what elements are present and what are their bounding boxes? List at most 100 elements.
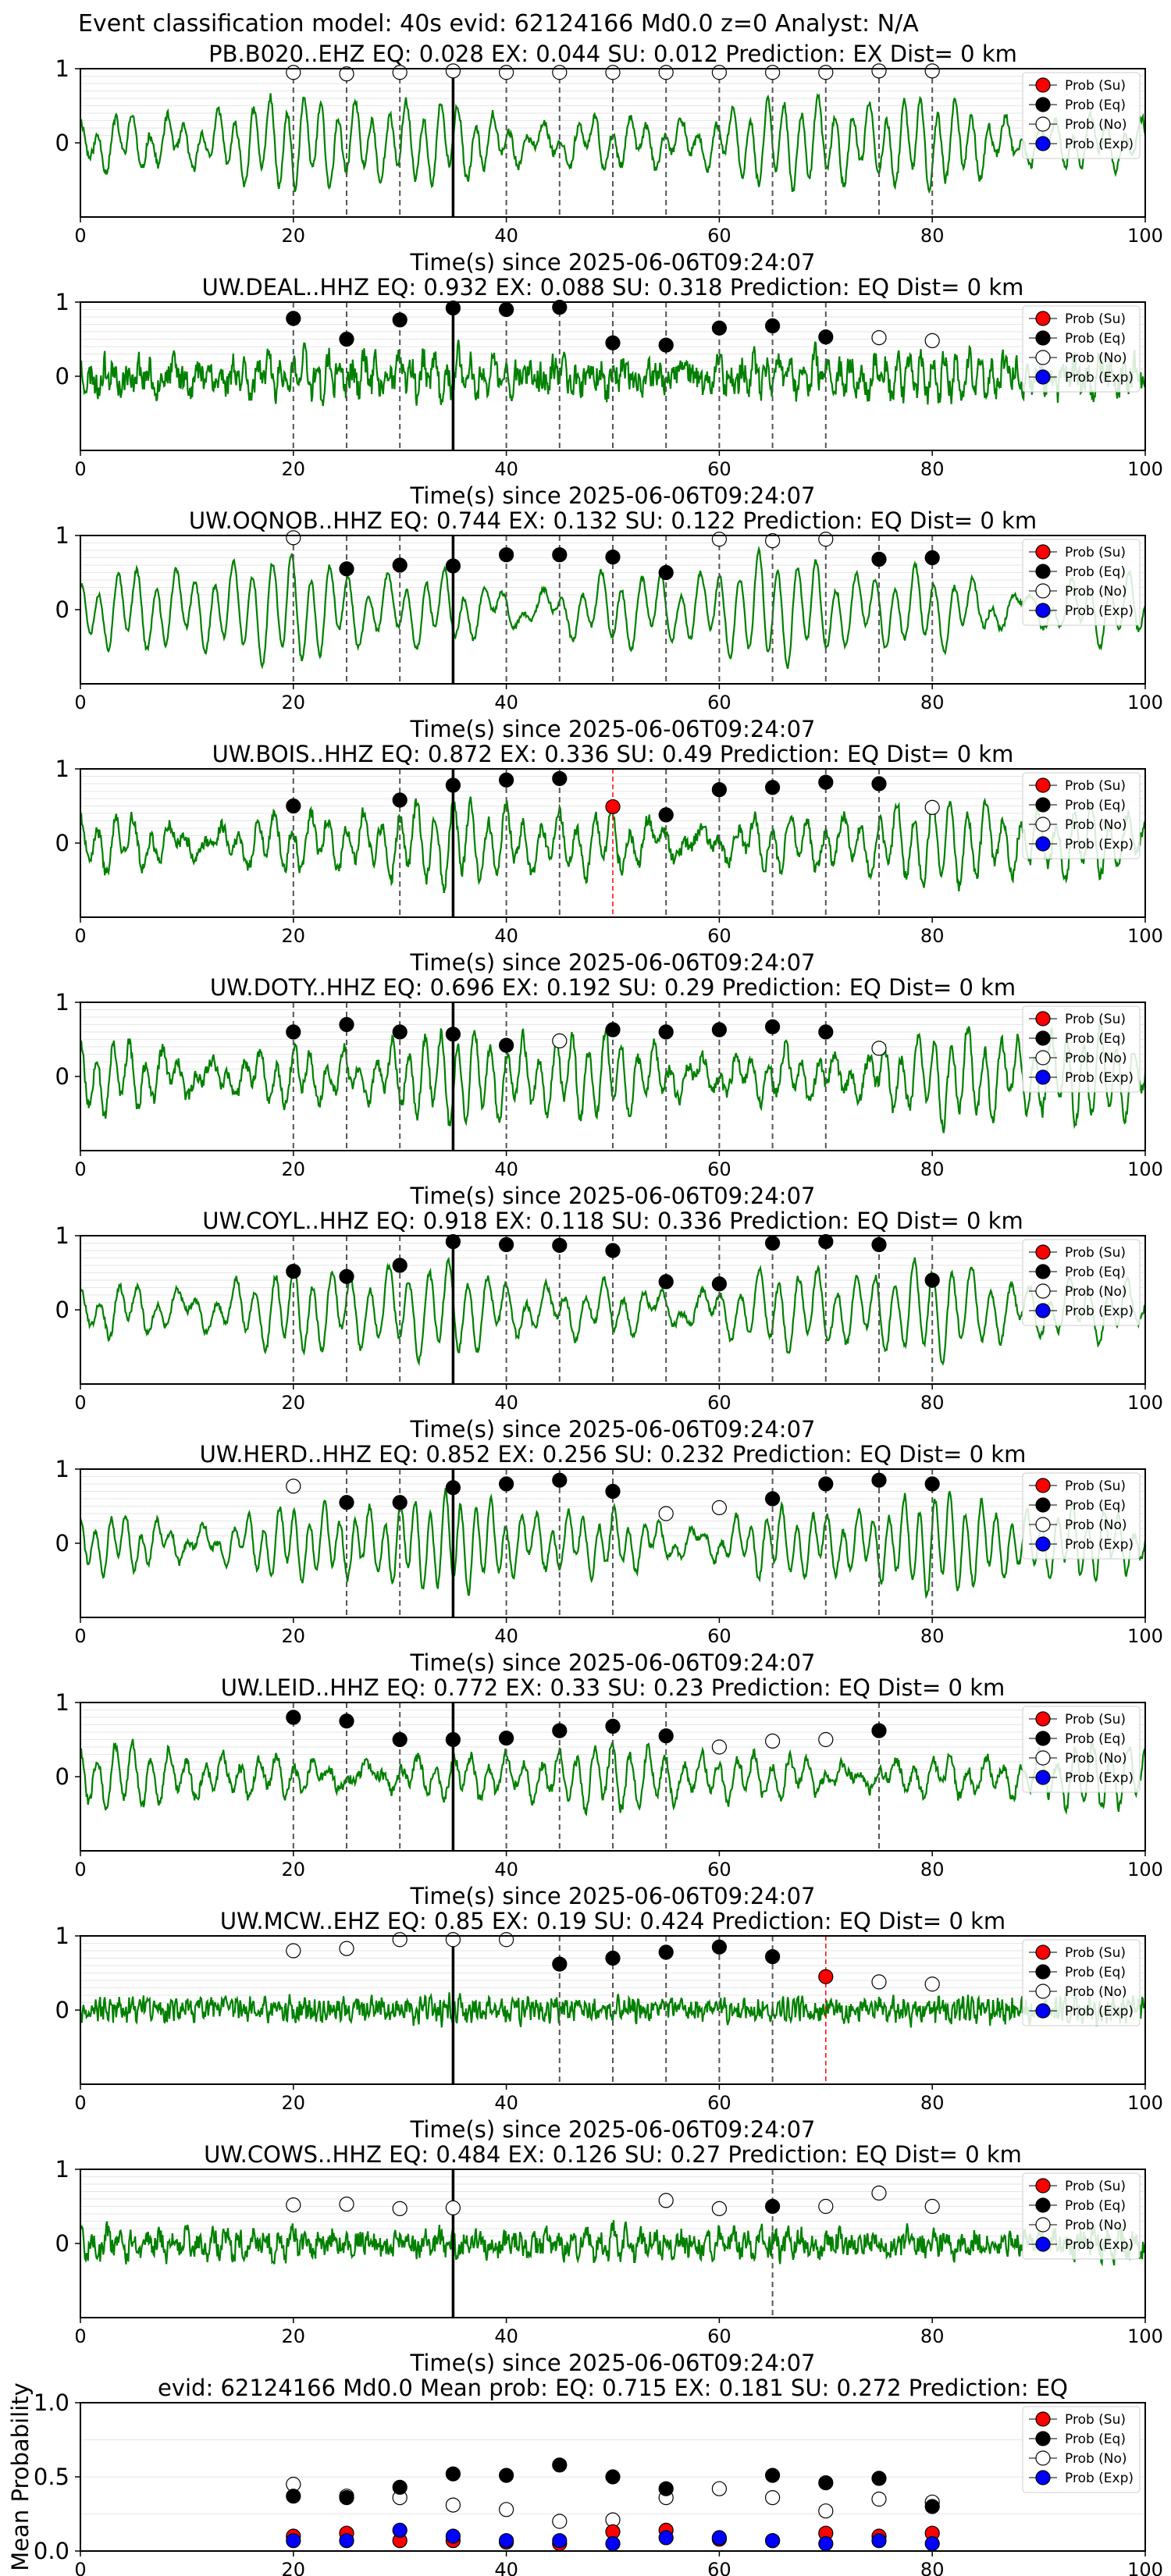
prob-eq-marker — [392, 557, 408, 573]
x-tick-label: 100 — [1127, 2325, 1163, 2347]
axes-frame — [80, 1002, 1146, 1151]
prob-eq-marker — [658, 1024, 674, 1040]
legend-label: Prob (Exp) — [1065, 370, 1134, 386]
x-tick-label: 0 — [74, 225, 86, 247]
prob-no-marker — [445, 63, 461, 79]
chart-panel-3: UW.OQNOB..HHZ EQ: 0.744 EX: 0.132 SU: 0.… — [55, 507, 1163, 742]
axes-frame — [80, 535, 1146, 685]
prob-eq-marker — [552, 1723, 568, 1738]
x-tick-label: 60 — [707, 925, 731, 947]
axes-frame — [80, 1935, 1146, 2085]
x-tick-label: 20 — [282, 2559, 306, 2576]
mean-prob-marker-exp — [339, 2533, 354, 2549]
x-axis-label: Time(s) since 2025-06-06T09:24:07 — [410, 1183, 816, 1209]
legend-label: Prob (Eq) — [1065, 798, 1126, 813]
x-tick-label: 20 — [282, 1392, 306, 1414]
prob-no-marker — [924, 799, 940, 816]
legend-label: Prob (No) — [1065, 1284, 1127, 1300]
prob-no-marker — [818, 532, 834, 547]
x-tick-label: 80 — [920, 1625, 945, 1647]
legend-label: Prob (Exp) — [1065, 1304, 1134, 1319]
x-tick-label: 60 — [707, 2325, 731, 2347]
x-tick-label: 20 — [282, 1859, 306, 1880]
legend-marker — [1035, 311, 1051, 326]
prob-no-marker — [445, 2200, 461, 2215]
y-tick-label: 1 — [55, 289, 69, 315]
x-tick-label: 80 — [920, 1859, 945, 1880]
prob-eq-marker — [552, 547, 568, 563]
prob-no-marker — [764, 1733, 781, 1749]
waveform-trace — [80, 1256, 1145, 1367]
prob-eq-marker — [818, 1024, 834, 1040]
prob-eq-marker — [605, 1243, 621, 1258]
mean-prob-marker-eq — [818, 2475, 834, 2491]
legend-label: Prob (Exp) — [1065, 1537, 1134, 1553]
prob-eq-marker — [445, 558, 461, 574]
legend-marker — [1035, 1303, 1051, 1318]
prob-eq-marker — [658, 1728, 674, 1744]
prob-no-marker — [605, 65, 621, 80]
legend-label: Prob (Su) — [1065, 78, 1126, 94]
legend-marker — [1035, 797, 1051, 813]
prob-eq-marker — [924, 1272, 940, 1288]
mean-prob-marker-exp — [498, 2533, 514, 2549]
legend-label: Prob (No) — [1065, 1517, 1127, 1533]
x-tick-label: 40 — [494, 2325, 518, 2347]
x-tick-label: 80 — [920, 2325, 945, 2347]
mean-prob-marker-eq — [286, 2489, 301, 2504]
prob-eq-marker — [392, 1495, 408, 1510]
prob-eq-marker — [552, 1956, 568, 1972]
prob-eq-marker — [764, 1949, 781, 1965]
x-axis-label: Time(s) since 2025-06-06T09:24:07 — [410, 1883, 816, 1909]
legend-label: Prob (Eq) — [1065, 564, 1126, 580]
legend-box — [1022, 1472, 1141, 1560]
x-tick-label: 40 — [494, 225, 518, 247]
prob-no-marker — [924, 2198, 940, 2215]
prob-eq-marker — [552, 1237, 568, 1253]
prob-eq-marker — [658, 564, 674, 581]
legend-marker — [1035, 1069, 1051, 1085]
y-tick-label: 0 — [55, 2230, 69, 2257]
prob-no-marker — [871, 330, 887, 346]
legend-marker — [1035, 2470, 1051, 2485]
prob-no-marker — [498, 65, 514, 80]
x-tick-label: 20 — [282, 692, 306, 713]
prob-eq-marker — [339, 1713, 354, 1729]
legend-label: Prob (No) — [1065, 117, 1127, 133]
prob-eq-marker — [339, 1268, 354, 1284]
prob-eq-marker — [658, 807, 674, 823]
legend-marker — [1035, 369, 1051, 385]
x-axis-label: Time(s) since 2025-06-06T09:24:07 — [410, 949, 816, 976]
x-tick-label: 20 — [282, 2092, 306, 2114]
x-tick-label: 0 — [74, 1158, 86, 1180]
mean-prob-marker-no — [498, 2502, 514, 2517]
x-tick-label: 80 — [920, 1158, 945, 1180]
legend-label: Prob (Su) — [1065, 1945, 1126, 1961]
legend-marker — [1035, 2431, 1051, 2446]
legend-marker — [1035, 2197, 1051, 2213]
prob-no-marker — [392, 1932, 408, 1948]
prob-eq-marker — [286, 311, 301, 326]
legend-label: Prob (Su) — [1065, 2179, 1126, 2194]
legend-label: Prob (No) — [1065, 2451, 1127, 2467]
x-tick-label: 0 — [74, 2325, 86, 2347]
x-tick-label: 100 — [1127, 458, 1163, 480]
legend-label: Prob (Exp) — [1065, 2471, 1134, 2486]
prob-eq-marker — [818, 1476, 834, 1492]
y-tick-label: 0 — [55, 363, 69, 390]
legend-label: Prob (No) — [1065, 2218, 1127, 2233]
prob-eq-marker — [392, 1024, 408, 1040]
mean-prob-marker-no — [818, 2503, 834, 2519]
prob-eq-marker — [711, 320, 728, 336]
legend-label: Prob (Eq) — [1065, 2432, 1126, 2447]
legend-marker — [1035, 836, 1051, 852]
x-tick-label: 80 — [920, 692, 945, 713]
mean-prob-marker-exp — [711, 2530, 728, 2546]
chart-panel-5: UW.DOTY..HHZ EQ: 0.696 EX: 0.192 SU: 0.2… — [55, 974, 1163, 1209]
x-tick-label: 20 — [282, 458, 306, 480]
prob-eq-marker — [498, 772, 514, 788]
prob-no-marker — [286, 2197, 301, 2213]
legend-marker — [1035, 1517, 1051, 1532]
x-tick-label: 0 — [74, 458, 86, 480]
